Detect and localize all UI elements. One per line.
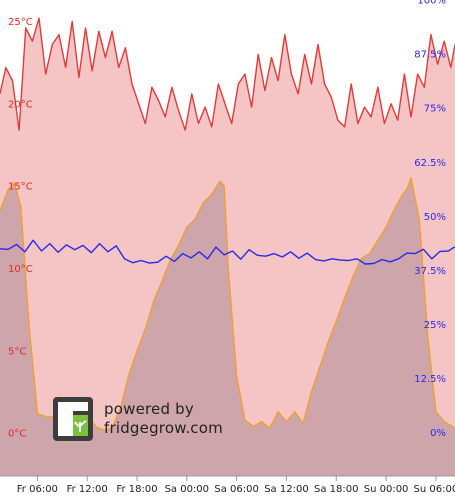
right-tick-label: 12.5%: [414, 374, 446, 385]
right-tick-label: 50%: [424, 212, 446, 223]
right-tick-label: 25%: [424, 320, 446, 331]
left-tick-label: 0°C: [8, 429, 26, 440]
left-tick-label: 5°C: [8, 346, 26, 357]
series-1-area: [0, 177, 455, 476]
x-tick-label: Fr 18:00: [116, 484, 157, 495]
right-tick-label: 0%: [430, 428, 446, 439]
right-axis: 100% 87.5% 75% 62.5% 50% 37.5% 25% 12.5% 0%: [414, 0, 446, 439]
x-axis: Fr 06:00 Fr 12:00 Fr 18:00 Sa 00:00 Sa 06:00…: [0, 475, 455, 495]
fridgegrow-logo: powered by fridgegrow.com: [52, 396, 272, 444]
x-tick-label: Su 00:00: [364, 484, 409, 495]
left-axis: 25°C 20°C 15°C 10°C 5°C 0°C: [8, 17, 33, 440]
right-tick-label: 75%: [424, 104, 446, 115]
left-tick-label: 20°C: [8, 99, 33, 110]
right-tick-label: 37.5%: [414, 266, 446, 277]
x-tick-label: Su 06:00: [414, 484, 455, 495]
x-tick-label: Fr 06:00: [17, 484, 58, 495]
logo-text: powered by fridgegrow.com: [104, 400, 223, 438]
x-tick-label: Sa 00:00: [165, 484, 209, 495]
logo-line-2: fridgegrow.com: [104, 419, 223, 437]
series-2-line: [0, 239, 455, 265]
left-tick-label: 10°C: [8, 264, 33, 275]
series-0-line: [0, 17, 455, 131]
x-tick-label: Fr 12:00: [67, 484, 108, 495]
fridgegrow-icon: [53, 397, 93, 441]
right-tick-label: 100%: [417, 0, 446, 7]
x-tick-label: Sa 18:00: [314, 484, 358, 495]
right-tick-label: 87.5%: [414, 50, 446, 61]
logo-line-1: powered by: [104, 400, 194, 418]
x-tick-label: Sa 06:00: [214, 484, 258, 495]
right-tick-label: 62.5%: [414, 158, 446, 169]
x-tick-label: Sa 12:00: [264, 484, 308, 495]
left-tick-label: 15°C: [8, 182, 33, 193]
left-tick-label: 25°C: [8, 17, 33, 28]
